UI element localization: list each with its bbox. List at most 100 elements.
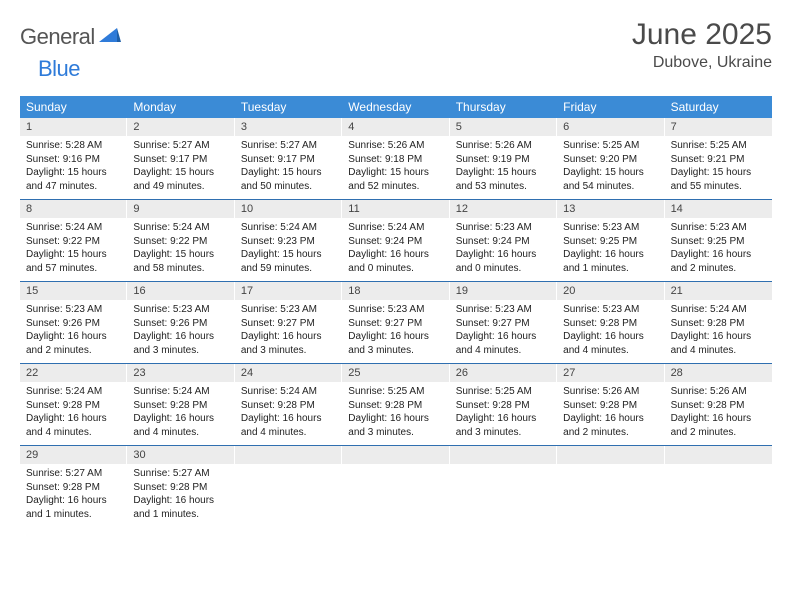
day-number: 20	[557, 282, 664, 300]
day-number: 18	[342, 282, 449, 300]
brand-word2: Blue	[38, 56, 80, 82]
location-label: Dubove, Ukraine	[632, 54, 772, 72]
day-number	[557, 446, 664, 464]
day-number: 14	[665, 200, 772, 218]
brand-logo: General	[20, 18, 123, 50]
weekday-label: Tuesday	[235, 96, 342, 118]
day-cell: 8Sunrise: 5:24 AMSunset: 9:22 PMDaylight…	[20, 200, 127, 281]
day-body: Sunrise: 5:26 AMSunset: 9:18 PMDaylight:…	[342, 136, 449, 195]
weekday-label: Saturday	[665, 96, 772, 118]
day-cell: 16Sunrise: 5:23 AMSunset: 9:26 PMDayligh…	[127, 282, 234, 363]
day-number: 28	[665, 364, 772, 382]
day-cell: 15Sunrise: 5:23 AMSunset: 9:26 PMDayligh…	[20, 282, 127, 363]
day-number	[235, 446, 342, 464]
day-number: 23	[127, 364, 234, 382]
day-cell: 28Sunrise: 5:26 AMSunset: 9:28 PMDayligh…	[665, 364, 772, 445]
weekday-label: Monday	[127, 96, 234, 118]
day-body: Sunrise: 5:24 AMSunset: 9:22 PMDaylight:…	[20, 218, 127, 277]
day-number	[342, 446, 449, 464]
day-number: 26	[450, 364, 557, 382]
day-cell: 26Sunrise: 5:25 AMSunset: 9:28 PMDayligh…	[450, 364, 557, 445]
day-number: 15	[20, 282, 127, 300]
weeks-container: 1Sunrise: 5:28 AMSunset: 9:16 PMDaylight…	[20, 118, 772, 527]
day-number: 7	[665, 118, 772, 136]
day-body	[342, 464, 449, 516]
day-cell: 17Sunrise: 5:23 AMSunset: 9:27 PMDayligh…	[235, 282, 342, 363]
day-number: 16	[127, 282, 234, 300]
weekday-label: Thursday	[450, 96, 557, 118]
day-body	[235, 464, 342, 516]
week-row: 15Sunrise: 5:23 AMSunset: 9:26 PMDayligh…	[20, 282, 772, 364]
day-number: 22	[20, 364, 127, 382]
day-number: 2	[127, 118, 234, 136]
day-cell: 6Sunrise: 5:25 AMSunset: 9:20 PMDaylight…	[557, 118, 664, 199]
brand-word1: General	[20, 24, 95, 50]
day-number: 8	[20, 200, 127, 218]
day-number: 1	[20, 118, 127, 136]
day-cell: 13Sunrise: 5:23 AMSunset: 9:25 PMDayligh…	[557, 200, 664, 281]
day-body: Sunrise: 5:28 AMSunset: 9:16 PMDaylight:…	[20, 136, 127, 195]
day-body: Sunrise: 5:25 AMSunset: 9:28 PMDaylight:…	[450, 382, 557, 441]
day-number: 6	[557, 118, 664, 136]
day-cell: 2Sunrise: 5:27 AMSunset: 9:17 PMDaylight…	[127, 118, 234, 199]
week-row: 8Sunrise: 5:24 AMSunset: 9:22 PMDaylight…	[20, 200, 772, 282]
day-cell: 27Sunrise: 5:26 AMSunset: 9:28 PMDayligh…	[557, 364, 664, 445]
day-number: 24	[235, 364, 342, 382]
day-body: Sunrise: 5:24 AMSunset: 9:24 PMDaylight:…	[342, 218, 449, 277]
day-cell: 29Sunrise: 5:27 AMSunset: 9:28 PMDayligh…	[20, 446, 127, 527]
day-cell: 14Sunrise: 5:23 AMSunset: 9:25 PMDayligh…	[665, 200, 772, 281]
weekday-label: Sunday	[20, 96, 127, 118]
day-body: Sunrise: 5:26 AMSunset: 9:28 PMDaylight:…	[557, 382, 664, 441]
day-number: 5	[450, 118, 557, 136]
day-cell	[665, 446, 772, 527]
weekday-label: Friday	[557, 96, 664, 118]
day-body: Sunrise: 5:24 AMSunset: 9:28 PMDaylight:…	[235, 382, 342, 441]
day-number: 12	[450, 200, 557, 218]
day-body: Sunrise: 5:23 AMSunset: 9:27 PMDaylight:…	[235, 300, 342, 359]
day-body: Sunrise: 5:23 AMSunset: 9:28 PMDaylight:…	[557, 300, 664, 359]
day-cell: 30Sunrise: 5:27 AMSunset: 9:28 PMDayligh…	[127, 446, 234, 527]
day-cell: 7Sunrise: 5:25 AMSunset: 9:21 PMDaylight…	[665, 118, 772, 199]
day-body: Sunrise: 5:25 AMSunset: 9:20 PMDaylight:…	[557, 136, 664, 195]
day-body: Sunrise: 5:24 AMSunset: 9:23 PMDaylight:…	[235, 218, 342, 277]
week-row: 22Sunrise: 5:24 AMSunset: 9:28 PMDayligh…	[20, 364, 772, 446]
day-body	[665, 464, 772, 516]
day-cell	[235, 446, 342, 527]
day-number: 13	[557, 200, 664, 218]
day-body: Sunrise: 5:24 AMSunset: 9:28 PMDaylight:…	[20, 382, 127, 441]
brand-mark-icon	[99, 26, 121, 49]
day-cell: 21Sunrise: 5:24 AMSunset: 9:28 PMDayligh…	[665, 282, 772, 363]
day-body: Sunrise: 5:27 AMSunset: 9:28 PMDaylight:…	[20, 464, 127, 523]
day-body: Sunrise: 5:25 AMSunset: 9:28 PMDaylight:…	[342, 382, 449, 441]
day-body: Sunrise: 5:27 AMSunset: 9:17 PMDaylight:…	[127, 136, 234, 195]
day-cell: 23Sunrise: 5:24 AMSunset: 9:28 PMDayligh…	[127, 364, 234, 445]
week-row: 29Sunrise: 5:27 AMSunset: 9:28 PMDayligh…	[20, 446, 772, 527]
day-number: 19	[450, 282, 557, 300]
day-number: 10	[235, 200, 342, 218]
day-number	[665, 446, 772, 464]
day-body: Sunrise: 5:23 AMSunset: 9:26 PMDaylight:…	[127, 300, 234, 359]
day-cell: 11Sunrise: 5:24 AMSunset: 9:24 PMDayligh…	[342, 200, 449, 281]
weekday-label: Wednesday	[342, 96, 449, 118]
day-cell: 9Sunrise: 5:24 AMSunset: 9:22 PMDaylight…	[127, 200, 234, 281]
weekday-header-row: SundayMondayTuesdayWednesdayThursdayFrid…	[20, 96, 772, 118]
month-title: June 2025	[632, 18, 772, 52]
title-block: June 2025 Dubove, Ukraine	[632, 18, 772, 72]
day-number: 17	[235, 282, 342, 300]
calendar: SundayMondayTuesdayWednesdayThursdayFrid…	[20, 96, 772, 527]
week-row: 1Sunrise: 5:28 AMSunset: 9:16 PMDaylight…	[20, 118, 772, 200]
day-body: Sunrise: 5:23 AMSunset: 9:27 PMDaylight:…	[342, 300, 449, 359]
day-number	[450, 446, 557, 464]
day-body	[557, 464, 664, 516]
day-number: 11	[342, 200, 449, 218]
day-body: Sunrise: 5:26 AMSunset: 9:28 PMDaylight:…	[665, 382, 772, 441]
day-cell: 25Sunrise: 5:25 AMSunset: 9:28 PMDayligh…	[342, 364, 449, 445]
day-cell	[342, 446, 449, 527]
day-number: 21	[665, 282, 772, 300]
day-cell: 1Sunrise: 5:28 AMSunset: 9:16 PMDaylight…	[20, 118, 127, 199]
day-body: Sunrise: 5:23 AMSunset: 9:27 PMDaylight:…	[450, 300, 557, 359]
day-cell: 22Sunrise: 5:24 AMSunset: 9:28 PMDayligh…	[20, 364, 127, 445]
day-cell: 24Sunrise: 5:24 AMSunset: 9:28 PMDayligh…	[235, 364, 342, 445]
day-cell: 5Sunrise: 5:26 AMSunset: 9:19 PMDaylight…	[450, 118, 557, 199]
day-number: 9	[127, 200, 234, 218]
